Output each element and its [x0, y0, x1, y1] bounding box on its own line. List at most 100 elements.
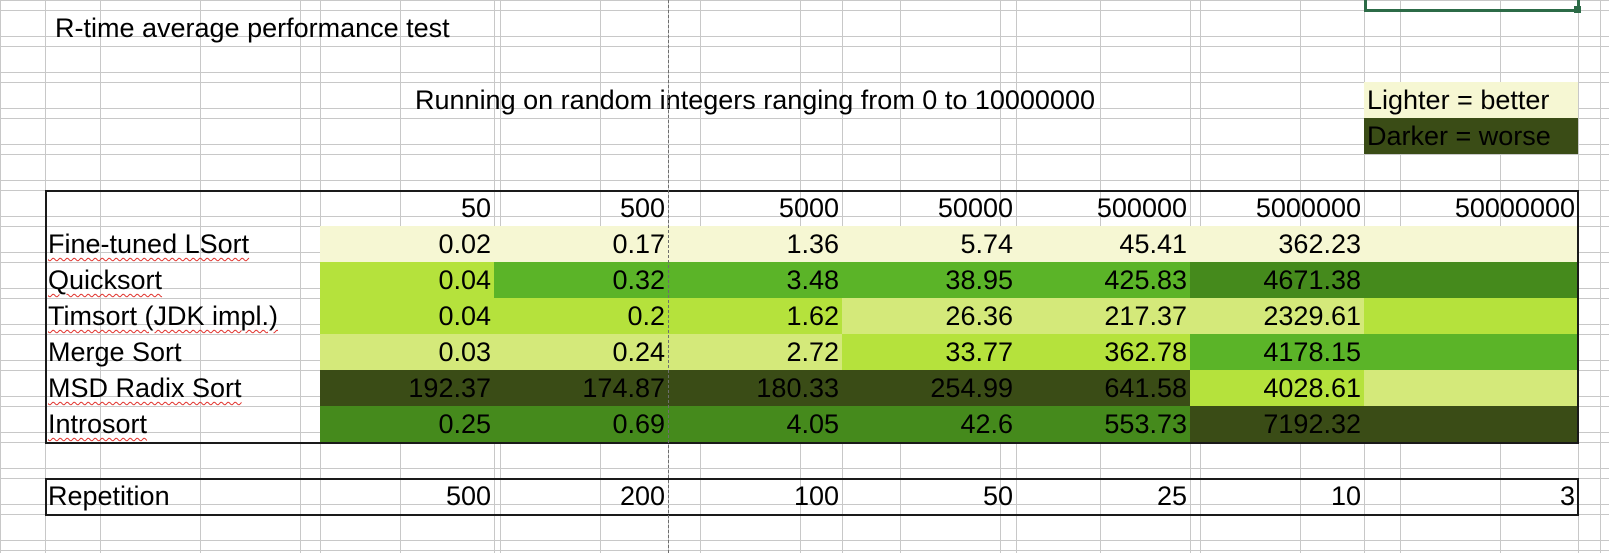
size-header-500[interactable]: 500: [494, 190, 668, 226]
value-cell-text: 0.2: [627, 301, 665, 331]
row-label-text: Timsort (JDK impl.): [48, 301, 278, 331]
value-cell[interactable]: 2.72: [668, 334, 842, 370]
value-cell-text: 0.03: [438, 337, 491, 367]
sheet-title[interactable]: R-time average performance test: [52, 10, 492, 46]
repetition-label[interactable]: Repetition: [45, 478, 320, 514]
repetition-value-text: 50: [982, 481, 1013, 511]
value-cell[interactable]: [1364, 262, 1578, 298]
legend-lighter[interactable]: Lighter = better: [1364, 82, 1578, 118]
value-cell[interactable]: 42.6: [842, 406, 1016, 442]
repetition-value-text: 25: [1156, 481, 1187, 511]
value-cell[interactable]: 4671.38: [1190, 262, 1364, 298]
value-cell[interactable]: 45.41: [1016, 226, 1190, 262]
value-cell[interactable]: 38.95: [842, 262, 1016, 298]
value-cell[interactable]: 0.04: [320, 298, 494, 334]
value-cell-text: 1.36: [786, 229, 839, 259]
repetition-value[interactable]: 200: [494, 478, 668, 514]
row-label[interactable]: Fine-tuned LSort: [45, 226, 320, 262]
legend-darker[interactable]: Darker = worse: [1364, 118, 1578, 154]
value-cell[interactable]: 0.24: [494, 334, 668, 370]
value-cell[interactable]: 0.32: [494, 262, 668, 298]
size-header-500000[interactable]: 500000: [1016, 190, 1190, 226]
value-cell[interactable]: 0.17: [494, 226, 668, 262]
repetition-value-text: 500: [445, 481, 491, 511]
value-cell[interactable]: 33.77: [842, 334, 1016, 370]
row-label[interactable]: MSD Radix Sort: [45, 370, 320, 406]
row-label-text: Quicksort: [48, 265, 163, 295]
repetition-value[interactable]: 500: [320, 478, 494, 514]
repetition-value-text: 3: [1559, 481, 1575, 511]
row-label[interactable]: Timsort (JDK impl.): [45, 298, 320, 334]
size-header-5000[interactable]: 5000: [668, 190, 842, 226]
value-cell[interactable]: 3.48: [668, 262, 842, 298]
value-cell[interactable]: 192.37: [320, 370, 494, 406]
repetition-value[interactable]: 10: [1190, 478, 1364, 514]
value-cell[interactable]: 180.33: [668, 370, 842, 406]
value-cell-text: 2329.61: [1263, 301, 1361, 331]
value-cell-text: 180.33: [756, 373, 839, 403]
value-cell-text: 425.83: [1104, 265, 1187, 295]
size-header-500000-text: 500000: [1096, 193, 1187, 223]
value-cell-text: 254.99: [930, 373, 1013, 403]
value-cell-text: 641.58: [1104, 373, 1187, 403]
row-label[interactable]: Merge Sort: [45, 334, 320, 370]
value-cell[interactable]: 362.23: [1190, 226, 1364, 262]
value-cell[interactable]: 362.78: [1016, 334, 1190, 370]
grid-row-line: [0, 82, 1609, 83]
size-header-50[interactable]: 50: [320, 190, 494, 226]
repetition-value[interactable]: 25: [1016, 478, 1190, 514]
value-cell-text: 553.73: [1104, 409, 1187, 439]
value-cell[interactable]: 4.05: [668, 406, 842, 442]
value-cell-text: 362.78: [1104, 337, 1187, 367]
value-cell[interactable]: 254.99: [842, 370, 1016, 406]
repetition-value[interactable]: 50: [842, 478, 1016, 514]
value-cell[interactable]: 2329.61: [1190, 298, 1364, 334]
value-cell[interactable]: 0.02: [320, 226, 494, 262]
value-cell[interactable]: [1364, 298, 1578, 334]
value-cell[interactable]: 0.04: [320, 262, 494, 298]
value-cell[interactable]: [1364, 406, 1578, 442]
cell-selection-cursor[interactable]: [1364, 0, 1580, 12]
value-cell-text: 217.37: [1104, 301, 1187, 331]
value-cell[interactable]: 0.25: [320, 406, 494, 442]
row-label-text: Introsort: [48, 409, 148, 439]
repetition-value-text: 100: [793, 481, 839, 511]
value-cell[interactable]: 0.69: [494, 406, 668, 442]
size-header-50000[interactable]: 50000: [842, 190, 1016, 226]
value-cell-text: 0.24: [612, 337, 665, 367]
value-cell[interactable]: 1.36: [668, 226, 842, 262]
value-cell[interactable]: 5.74: [842, 226, 1016, 262]
size-header-50000000-text: 50000000: [1454, 193, 1575, 223]
value-cell-text: 4028.61: [1263, 373, 1361, 403]
value-cell[interactable]: 553.73: [1016, 406, 1190, 442]
repetition-value[interactable]: 3: [1364, 478, 1578, 514]
repetition-value[interactable]: 100: [668, 478, 842, 514]
value-cell[interactable]: 4028.61: [1190, 370, 1364, 406]
value-cell[interactable]: 26.36: [842, 298, 1016, 334]
value-cell[interactable]: 425.83: [1016, 262, 1190, 298]
grid-row-line: [0, 0, 1609, 1]
value-cell[interactable]: 174.87: [494, 370, 668, 406]
size-header-5000000[interactable]: 5000000: [1190, 190, 1364, 226]
value-cell[interactable]: 7192.32: [1190, 406, 1364, 442]
value-cell[interactable]: 0.2: [494, 298, 668, 334]
value-cell[interactable]: [1364, 226, 1578, 262]
value-cell[interactable]: [1364, 334, 1578, 370]
subtitle[interactable]: Running on random integers ranging from …: [320, 82, 1190, 118]
size-header-50000-text: 50000: [937, 193, 1013, 223]
value-cell-text: 4178.15: [1263, 337, 1361, 367]
results-table-border: [45, 190, 1579, 444]
row-label[interactable]: Introsort: [45, 406, 320, 442]
value-cell[interactable]: 0.03: [320, 334, 494, 370]
row-label[interactable]: Quicksort: [45, 262, 320, 298]
sheet-title-text: R-time average performance test: [55, 13, 450, 43]
value-cell[interactable]: 1.62: [668, 298, 842, 334]
value-cell[interactable]: 217.37: [1016, 298, 1190, 334]
legend-lighter-text: Lighter = better: [1367, 85, 1550, 115]
value-cell[interactable]: [1364, 370, 1578, 406]
size-header-50000000[interactable]: 50000000: [1364, 190, 1578, 226]
selection-fill-handle[interactable]: [1574, 6, 1581, 13]
value-cell[interactable]: 641.58: [1016, 370, 1190, 406]
value-cell[interactable]: 4178.15: [1190, 334, 1364, 370]
grid-row-line: [0, 118, 1609, 119]
